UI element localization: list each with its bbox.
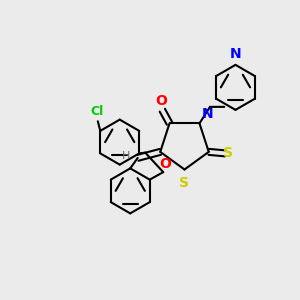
Text: S: S — [179, 176, 190, 190]
Text: N: N — [202, 107, 214, 121]
Text: O: O — [155, 94, 167, 108]
Text: S: S — [223, 146, 233, 161]
Text: N: N — [230, 47, 241, 61]
Text: Cl: Cl — [91, 105, 104, 118]
Text: O: O — [159, 157, 171, 171]
Text: H: H — [122, 152, 130, 161]
